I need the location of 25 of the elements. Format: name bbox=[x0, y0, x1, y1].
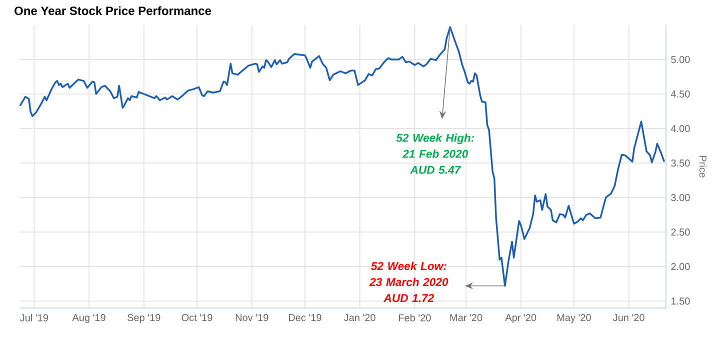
y-tick-label: 5.00 bbox=[671, 56, 690, 64]
y-tick-label: 1.50 bbox=[671, 298, 690, 305]
x-tick-label: Feb '20 bbox=[398, 314, 431, 322]
x-tick-label: Nov '19 bbox=[236, 314, 268, 322]
line-series bbox=[19, 26, 666, 287]
x-tick-label: Jan '20 bbox=[344, 314, 376, 322]
annotation: 52 Week Low: 23 March 2020 AUD 1.72 bbox=[369, 262, 448, 302]
y-tick-label: 2.50 bbox=[671, 228, 690, 236]
x-tick-label: Oct '19 bbox=[182, 314, 212, 322]
x-tick-label: Apr '20 bbox=[505, 314, 536, 324]
x-tick-label: Mar '20 bbox=[450, 314, 482, 322]
y-tick-label: 3.50 bbox=[671, 160, 690, 167]
x-tick-label: May '20 bbox=[557, 314, 591, 324]
y-tick-label: 4.50 bbox=[670, 90, 690, 98]
x-tick-label: Sep '19 bbox=[128, 314, 160, 324]
x-tick-label: Aug '19 bbox=[72, 314, 106, 324]
y-tick-label: 4.00 bbox=[670, 124, 690, 132]
y-tick-label: 3.00 bbox=[671, 194, 690, 202]
x-tick-label: Jun '20 bbox=[613, 314, 644, 322]
y-tick-label: 2.00 bbox=[671, 263, 690, 270]
chart-title: One Year Stock Price Performance bbox=[14, 6, 212, 16]
y-axis-title: Price bbox=[699, 156, 707, 178]
annotation: 52 Week High: 21 Feb 2020 AUD 5.47 bbox=[396, 134, 474, 174]
x-tick-label: Dec '19 bbox=[288, 314, 322, 322]
x-tick-label: Jul '19 bbox=[20, 314, 48, 322]
